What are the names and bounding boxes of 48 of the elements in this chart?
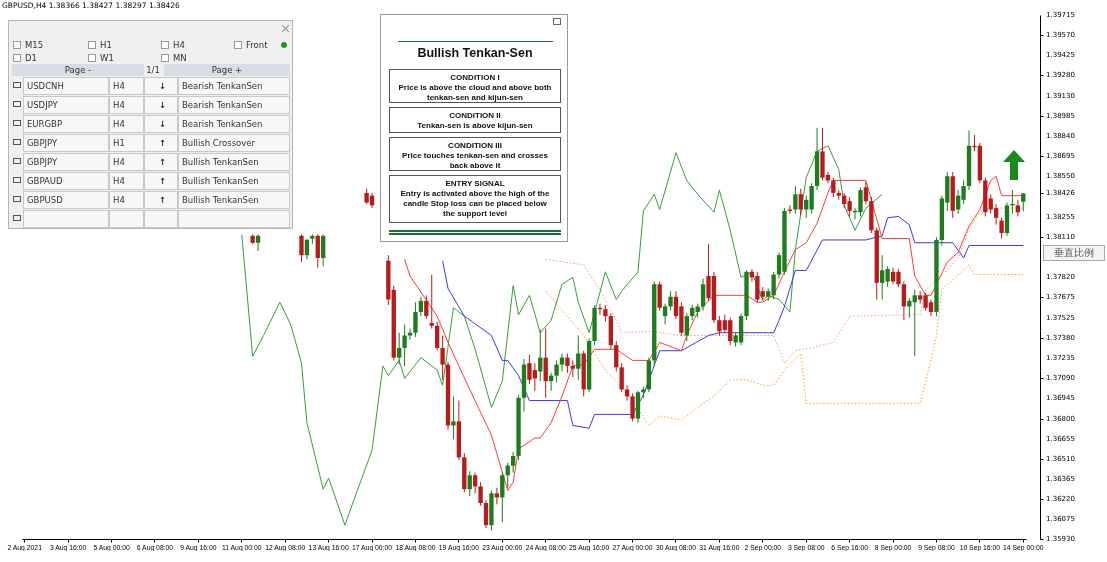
annotation: ↓ <box>144 77 178 95</box>
annotation: ↑ <box>144 172 178 190</box>
annotation: Bullish TenkanSen <box>178 153 290 171</box>
annotation: ↑ <box>144 134 178 152</box>
annotation: ENTRY SIGNAL <box>444 179 506 189</box>
annotation: Bearish TenkanSen <box>178 115 290 133</box>
annotation: Page - <box>12 64 144 76</box>
annotation: H1 <box>109 134 144 152</box>
annotation: H4 <box>109 115 144 133</box>
annotation: Price touches tenkan-sen and crosses back above it <box>401 151 549 171</box>
annotation: 1/1 <box>144 64 162 76</box>
annotation: MN <box>173 53 187 63</box>
annotation: Bullish TenkanSen <box>178 172 290 190</box>
annotation: H4 <box>109 153 144 171</box>
annotation: USDJPY <box>23 96 109 114</box>
annotation: W1 <box>100 53 114 63</box>
annotation: Page + <box>164 64 290 76</box>
annotation: M15 <box>25 40 44 50</box>
annotation: CONDITION II <box>448 111 502 121</box>
annotation: ↓ <box>144 115 178 133</box>
annotation: H4 <box>109 191 144 209</box>
annotation: Bearish TenkanSen <box>178 96 290 114</box>
annotation: CONDITION III <box>447 141 503 151</box>
annotation: GBPJPY <box>23 153 109 171</box>
annotation: USDCNH <box>23 77 109 95</box>
annotation: GBPJPY <box>23 134 109 152</box>
annotation: H4 <box>109 172 144 190</box>
annotation: ↑ <box>144 191 178 209</box>
annotation: H4 <box>173 40 185 50</box>
annotation: EURGBP <box>23 115 109 133</box>
annotation: Bearish TenkanSen <box>178 77 290 95</box>
annotation: D1 <box>25 53 37 63</box>
annotation: Bullish TenkanSen <box>178 191 290 209</box>
annotation: Bullish Crossover <box>178 134 290 152</box>
text: 垂直比例 <box>1043 245 1105 261</box>
annotation: ↑ <box>144 153 178 171</box>
annotation: Tenkan-sen is above kijun-sen <box>416 121 534 131</box>
annotation: Price is above the cloud and above both tenkan-sen and kijun-sen <box>397 83 553 103</box>
annotation: Front <box>246 40 268 50</box>
annotation: H1 <box>100 40 112 50</box>
annotation: H4 <box>109 77 144 95</box>
text: Bullish Tenkan-Sen <box>416 46 534 60</box>
annotation: ↓ <box>144 96 178 114</box>
annotation: Entry is activated above the high of the candle Stop loss can be placed below the support level <box>399 189 551 219</box>
annotation: GBPAUD <box>23 172 109 190</box>
annotation: GBPUSD <box>23 191 109 209</box>
annotation: CONDITION I <box>449 73 501 83</box>
annotation: H4 <box>109 96 144 114</box>
